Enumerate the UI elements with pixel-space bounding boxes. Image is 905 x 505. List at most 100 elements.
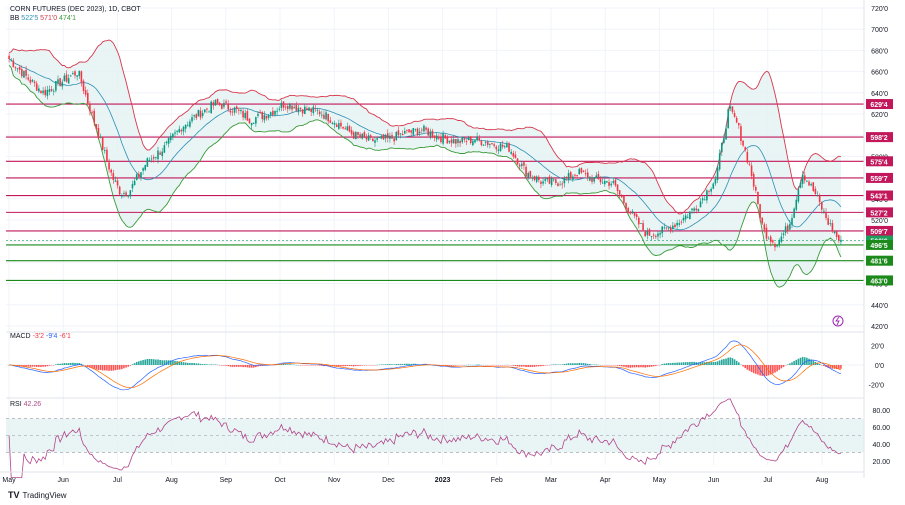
candle-body [261,111,264,120]
candle-body [86,93,89,104]
candle-body [248,118,251,124]
macd-histogram-bar [342,365,344,367]
bb-basis-line [8,58,842,231]
time-tick-label: Feb [491,477,503,484]
candle-body [710,188,712,192]
macd-histogram-bar [389,364,391,365]
macd-histogram-bar [69,362,72,365]
macd-histogram-bar [735,360,738,365]
macd-signal-value: -6'1 [59,333,71,340]
macd-histogram-bar [261,365,264,367]
candle-body [233,107,236,113]
candle-body [569,172,572,179]
macd-histogram-bar [382,364,385,365]
candle-body [586,172,589,179]
macd-histogram-bar [699,362,702,365]
candle-body [469,136,472,143]
candle-body [418,131,421,134]
candle-body [91,111,93,113]
candle-body [16,68,19,70]
candle-body [118,186,121,195]
candle-body [695,208,698,211]
candle-body [78,70,81,77]
candle-body [310,108,312,112]
candle-body [74,71,76,76]
candle-body [333,123,336,125]
macd-histogram-bar [746,365,749,370]
candle-body [338,123,340,129]
candle-body [312,106,315,114]
macd-histogram-bar [793,361,795,365]
macd-histogram-bar [633,365,636,368]
macd-histogram-bar [586,363,589,365]
macd-histogram-bar [214,364,217,365]
candle-body [555,179,557,183]
candle-body [531,177,534,179]
bb-basis-value: 522'5 [21,15,39,22]
macd-histogram-bar [567,363,570,365]
candle-body [629,212,632,214]
candle-body [193,115,195,117]
candle-body [116,180,119,186]
candle-body [50,89,53,91]
candle-body [793,208,795,218]
macd-histogram-bar [776,365,778,372]
candle-body [667,227,670,229]
macd-histogram-bar [512,365,515,366]
macd-histogram-bar [580,363,583,365]
macd-histogram-bar [118,365,121,370]
macd-histogram-bar [116,365,119,370]
macd-histogram-bar [250,365,253,368]
tradingview-logo[interactable]: TV TradingView [8,490,67,500]
candle-body [380,135,383,139]
macd-histogram-bar [708,362,710,365]
macd-histogram-bar [238,365,240,367]
candle-body [14,67,17,69]
macd-histogram-bar [101,365,104,371]
macd-histogram-bar [231,365,234,367]
candle-body [486,142,489,146]
macd-tick-label: -20'0 [869,382,884,389]
candle-body [597,173,600,180]
candle-body [69,75,72,77]
macd-histogram-bar [629,365,632,368]
macd-histogram-bar [123,365,125,369]
candle-body [689,211,691,219]
candle-body [816,195,819,197]
macd-histogram-bar [725,358,727,365]
macd-histogram-bar [533,365,536,367]
candle-body [574,174,576,176]
candle-body [178,128,181,133]
candle-body [397,130,400,136]
candle-body [323,114,325,119]
candle-body [459,140,461,144]
macd-histogram-bar [823,365,825,367]
candle-body [742,140,744,146]
macd-histogram-bar [642,365,644,368]
candle-body [693,208,695,211]
macd-histogram-bar [259,365,261,367]
candle-body [272,110,274,115]
candle-body [167,138,170,144]
macd-histogram-bar [697,362,700,365]
macd-histogram-bar [410,363,412,365]
candle-body [840,239,842,242]
candle-body [227,103,230,110]
macd-histogram-bar [757,365,759,375]
candle-body [121,195,123,197]
candle-body [625,202,627,210]
macd-histogram-bar [44,365,47,367]
candle-body [99,136,102,138]
time-tick-label: Aug [816,477,829,484]
macd-histogram-bar [386,364,389,365]
macd-histogram-bar [140,360,142,365]
candle-body [369,135,372,137]
macd-histogram-bar [540,365,542,367]
macd-histogram-bar [131,364,134,365]
candle-body [657,233,659,237]
alert-icon[interactable] [832,315,844,327]
macd-histogram-bar [672,362,674,365]
candle-body [123,192,125,194]
macd-histogram-bar [518,365,521,367]
